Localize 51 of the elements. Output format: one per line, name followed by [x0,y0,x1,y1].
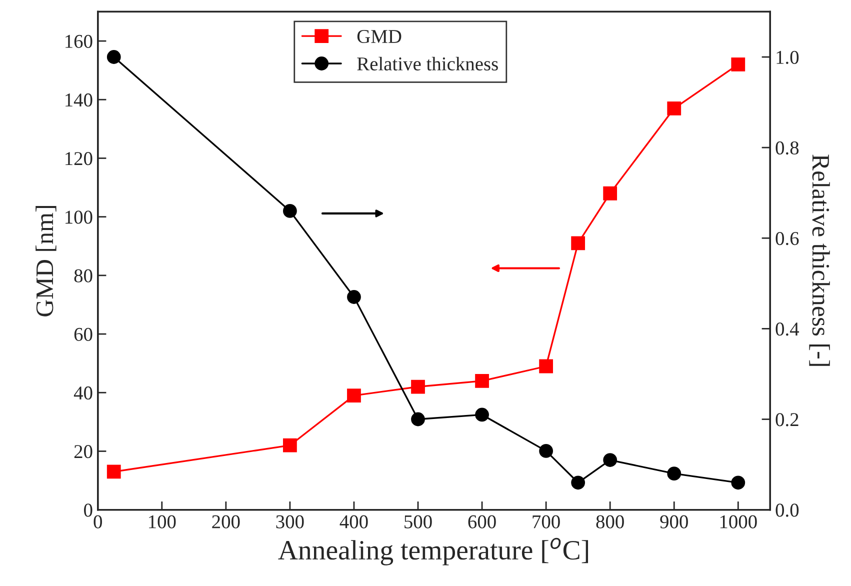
y2-tick-label: 0.0 [776,504,799,517]
point [603,186,618,200]
point [283,438,297,452]
point [603,453,618,467]
y2-tick-label: 0.8 [776,141,799,155]
x-axis-title: Annealing temperature [$^{o}$C] [278,538,588,566]
y2-tick-label: 0.2 [776,413,798,426]
x-tick-label: 800 [596,515,624,528]
point [539,444,554,458]
y2-tick-label: 1.0 [776,50,799,64]
point [539,359,554,374]
legend-label: Relative thickness [357,56,498,70]
y-tick-label: 0 [84,504,92,517]
x-tick-label: 900 [660,515,688,528]
x-tick-label: 700 [532,515,560,528]
y-tick-label: 40 [74,386,92,400]
y-tick-label: 120 [66,152,92,166]
y-tick-label: 20 [74,445,92,458]
x-tick-label: 100 [149,515,176,528]
point [571,476,586,490]
y-tick-label: 80 [74,269,92,282]
x-tick-label: 0 [94,515,102,528]
y-tick-label: 100 [66,210,92,224]
x-tick-label: 600 [468,515,496,528]
point [283,204,297,218]
x-tick-label: 200 [212,515,240,528]
point [731,58,746,72]
legend-label: GMD [357,30,402,44]
x-tick-label: 300 [276,515,304,528]
point [475,408,489,422]
x-tick-label: 1000 [720,515,757,528]
y2-tick-label: 0.6 [776,232,799,246]
y2-tick-label: 0.4 [776,322,800,336]
point [106,50,121,64]
point [411,380,425,394]
point [731,476,746,490]
y-axis-title: GMD [nm] [36,206,56,316]
y-tick-label: 160 [66,34,92,48]
point [667,101,682,116]
point [667,466,682,481]
point [475,374,489,388]
x-tick-label: 400 [340,515,368,528]
point [571,236,586,250]
point [411,412,425,426]
point [106,464,121,479]
x-tick-label: 500 [404,515,432,528]
point [347,388,361,402]
point [347,290,361,304]
y-tick-label: 140 [66,93,92,107]
y-tick-label: 60 [74,328,92,341]
y2-axis-title: Relative thickness [-] [809,154,830,366]
